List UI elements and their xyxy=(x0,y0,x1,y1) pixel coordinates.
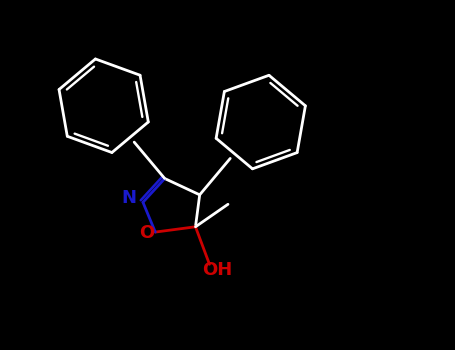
Text: OH: OH xyxy=(202,261,232,279)
Text: N: N xyxy=(121,189,136,207)
Text: O: O xyxy=(139,224,154,242)
